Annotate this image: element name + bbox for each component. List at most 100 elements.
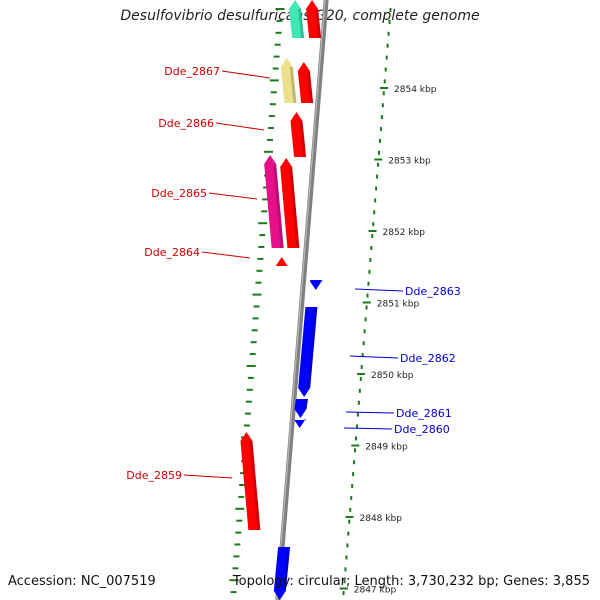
gene-dde-2865a [280,158,300,248]
inner-tick [268,115,275,118]
gene-dde-2867 [280,58,297,103]
outer-tick [377,162,380,167]
gene-label-reverse: Dde_2861 [396,407,452,420]
outer-tick [344,567,347,572]
inner-tick [262,198,269,201]
inner-tick [235,531,242,534]
backbone-highlight [276,0,326,600]
outer-tick [380,115,383,120]
outer-tick [379,127,382,131]
outer-tick [346,543,349,548]
inner-tick [274,43,281,46]
gene-label-reverse: Dde_2860 [394,423,450,436]
gene-label-forward: Dde_2864 [144,246,200,259]
inner-tick [229,579,239,582]
inner-tick [234,543,241,546]
scale-tick [345,516,354,518]
outer-tick [342,591,345,596]
inner-tick [267,127,274,129]
outer-tick [357,400,360,405]
inner-tick [252,293,262,296]
outer-tick [381,103,384,108]
outer-tick [355,424,358,429]
genome-backbone [275,0,329,600]
outer-tick [351,484,354,488]
gene-label-reverse: Dde_2863 [405,285,461,298]
gene-label-reverse: Dde_2862 [400,352,456,365]
scale-label: 2850 kbp [371,371,414,381]
gene-label-forward: Dde_2865 [151,187,207,200]
label-leader [349,355,399,359]
scale-tick [362,301,371,304]
outer-tick [384,67,387,72]
outer-tick [376,174,379,179]
outer-tick [360,365,363,369]
gene-dde-2866 [290,112,307,157]
inner-tick [258,246,265,248]
scale-label: 2854 kbp [394,85,437,95]
scale-tick [339,587,348,590]
outer-tick [349,507,352,512]
outer-tick [374,198,377,203]
outer-tick [365,305,368,310]
inner-tick [249,353,256,356]
outer-tick [386,43,389,48]
gene-dde-2861 [294,399,309,418]
inner-tick [230,591,237,594]
inner-tick [263,186,270,189]
outer-tick [385,55,388,60]
inner-tick [250,341,257,344]
gene-dde-2859 [240,432,261,530]
inner-tick [233,555,240,558]
scale-label: 2848 kbp [360,514,403,524]
inner-tick [261,210,268,213]
label-leader [201,251,251,259]
inner-tick [246,388,253,391]
gene-dde-2864 [275,257,289,266]
gene-dde-2862 [298,307,318,397]
outer-tick [358,388,361,393]
outer-tick [352,472,355,477]
label-leader [221,70,271,79]
outer-tick [370,246,373,250]
outer-tick [366,293,369,298]
inner-tick [275,8,285,10]
gene-dde-2867a [297,62,314,103]
scale-tick [374,158,383,161]
outer-tick [377,150,380,155]
gene-label-forward: Dde_2859 [126,469,182,482]
outer-tick [345,555,348,560]
outer-tick [356,412,359,417]
outer-tick [387,31,390,36]
outer-tick [371,234,374,239]
outer-tick [368,269,371,274]
inner-tick [244,412,251,415]
gene-dde-2863 [309,280,323,290]
inner-tick [247,376,254,379]
gene-dde-2868 [306,0,322,38]
inner-tick [245,400,252,403]
gene-teal [289,0,305,38]
outer-tick [350,495,353,500]
outer-tick [375,186,378,191]
outer-tick [359,376,362,381]
inner-tick [272,67,279,70]
scale-tick [351,444,360,447]
inner-tick [259,234,266,237]
gene-dde-2860 [293,419,307,428]
label-leader [183,474,233,479]
outer-tick [353,460,356,465]
inner-tick [236,519,243,522]
label-leader [354,288,404,292]
outer-tick [361,353,364,358]
label-leader [208,192,258,200]
inner-tick [251,329,258,332]
outer-tick [389,8,392,12]
inner-tick [232,567,239,570]
outer-tick [362,341,365,346]
inner-tick [243,424,250,427]
inner-tick [276,19,283,22]
inner-tick [266,138,273,141]
outer-tick [348,519,351,524]
